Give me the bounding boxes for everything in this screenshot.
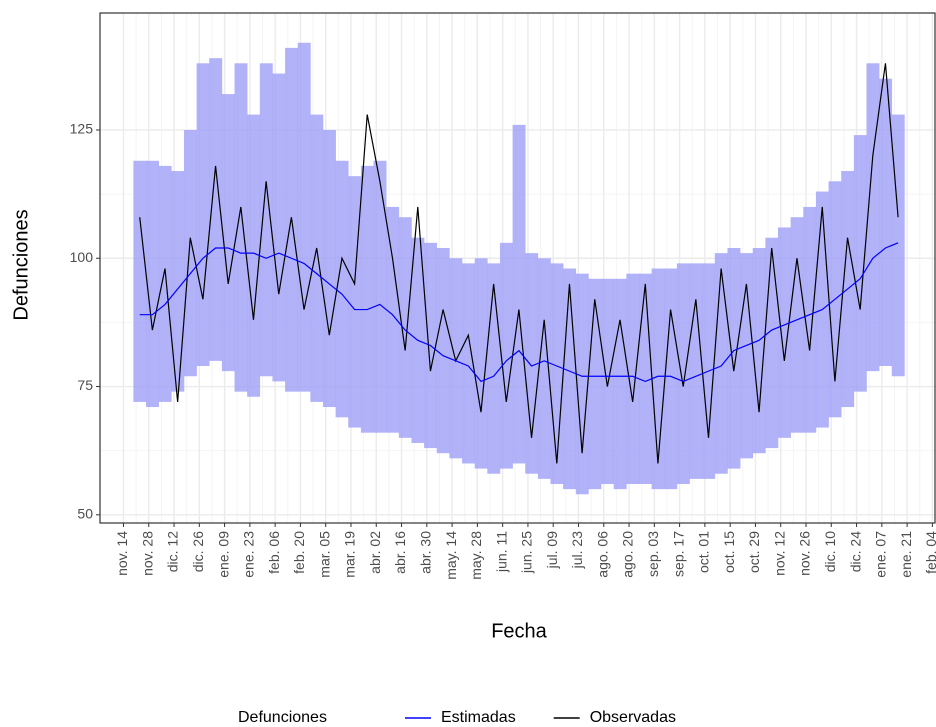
series-line bbox=[139, 63, 899, 464]
x-tick-label: mar. 05 bbox=[316, 531, 332, 578]
x-tick-label: ene. 09 bbox=[215, 531, 231, 578]
confidence-band bbox=[778, 227, 791, 438]
x-tick-label: feb. 20 bbox=[291, 531, 307, 574]
x-tick-label: ago. 20 bbox=[620, 531, 636, 578]
confidence-band bbox=[550, 263, 564, 485]
confidence-band bbox=[234, 63, 248, 392]
confidence-band bbox=[183, 129, 197, 377]
confidence-band bbox=[360, 165, 374, 433]
legend-title: Defunciones bbox=[238, 709, 327, 726]
confidence-band bbox=[537, 258, 551, 479]
confidence-band bbox=[879, 78, 893, 366]
confidence-band bbox=[436, 247, 450, 454]
x-tick-label: abr. 02 bbox=[367, 531, 383, 574]
confidence-band bbox=[259, 63, 273, 377]
confidence-band bbox=[133, 160, 147, 402]
x-tick-label: may. 28 bbox=[468, 531, 484, 580]
confidence-band bbox=[563, 268, 577, 490]
x-tick-label: abr. 16 bbox=[392, 531, 408, 574]
confidence-band bbox=[462, 263, 475, 464]
x-tick-label: oct. 01 bbox=[696, 531, 712, 573]
confidence-band bbox=[689, 263, 703, 479]
confidence-band bbox=[891, 114, 905, 377]
x-tick-label: dic. 10 bbox=[822, 531, 838, 572]
confidence-band bbox=[398, 217, 412, 438]
x-tick-label: nov. 14 bbox=[114, 531, 130, 576]
legend-label: Estimadas bbox=[441, 709, 516, 726]
x-tick-label: ene. 21 bbox=[898, 531, 914, 578]
confidence-band bbox=[449, 258, 463, 459]
x-tick-label: nov. 26 bbox=[797, 531, 813, 576]
x-tick-label: abr. 30 bbox=[418, 531, 434, 574]
confidence-band bbox=[803, 206, 817, 433]
x-tick-label: jul. 09 bbox=[544, 531, 560, 570]
confidence-band bbox=[525, 253, 539, 474]
x-tick-label: may. 14 bbox=[443, 531, 459, 580]
confidence-band bbox=[638, 273, 652, 485]
confidence-band bbox=[171, 171, 185, 392]
x-tick-label: oct. 29 bbox=[746, 531, 762, 573]
x-tick-label: jun. 11 bbox=[493, 531, 509, 573]
confidence-band bbox=[752, 247, 766, 454]
confidence-band bbox=[866, 63, 880, 372]
x-tick-label: ene. 07 bbox=[873, 531, 889, 578]
y-tick-label: 75 bbox=[77, 377, 93, 393]
x-tick-label: dic. 12 bbox=[165, 531, 181, 572]
confidence-band bbox=[575, 273, 589, 495]
x-tick-label: feb. 04 bbox=[923, 531, 936, 574]
x-tick-label: mar. 19 bbox=[342, 531, 358, 578]
y-tick-label: 125 bbox=[70, 121, 94, 137]
x-tick-label: feb. 06 bbox=[266, 531, 282, 574]
panel-border bbox=[99, 12, 936, 524]
confidence-band bbox=[664, 268, 678, 490]
confidence-band bbox=[499, 242, 513, 469]
x-tick-label: dic. 24 bbox=[847, 531, 863, 572]
confidence-band bbox=[512, 124, 526, 464]
legend-label: Observadas bbox=[590, 709, 676, 726]
confidence-band bbox=[335, 160, 349, 418]
confidence-band bbox=[676, 263, 690, 485]
x-tick-label: oct. 15 bbox=[721, 531, 737, 573]
confidence-band bbox=[209, 58, 223, 361]
confidence-band bbox=[727, 247, 741, 469]
confidence-band bbox=[221, 94, 235, 372]
confidence-band bbox=[272, 73, 286, 382]
confidence-band bbox=[765, 237, 779, 449]
x-tick-label: jul. 23 bbox=[569, 531, 585, 570]
confidence-band bbox=[790, 217, 804, 433]
confidence-band bbox=[714, 253, 728, 474]
confidence-band bbox=[588, 278, 602, 490]
confidence-band bbox=[601, 278, 614, 485]
confidence-band bbox=[386, 206, 400, 433]
x-tick-label: sep. 03 bbox=[645, 531, 661, 577]
x-tick-label: nov. 28 bbox=[139, 531, 155, 576]
confidence-band bbox=[613, 278, 627, 490]
x-tick-label: nov. 12 bbox=[771, 531, 787, 576]
x-tick-label: jun. 25 bbox=[519, 531, 535, 574]
confidence-band bbox=[651, 268, 665, 490]
confidence-band bbox=[196, 63, 210, 366]
confidence-band bbox=[158, 165, 172, 402]
confidence-band bbox=[373, 160, 387, 433]
x-tick-label: sep. 17 bbox=[670, 531, 686, 577]
y-axis-label: Defunciones bbox=[10, 209, 32, 320]
confidence-band bbox=[487, 263, 501, 474]
x-axis-label: Fecha bbox=[491, 620, 547, 642]
confidence-band bbox=[297, 42, 311, 392]
confidence-band bbox=[146, 160, 159, 408]
y-tick-label: 100 bbox=[70, 249, 94, 265]
confidence-band bbox=[474, 258, 488, 469]
x-tick-label: dic. 26 bbox=[190, 531, 206, 572]
x-tick-label: ago. 06 bbox=[594, 531, 610, 578]
confidence-band bbox=[247, 114, 261, 397]
y-tick-label: 50 bbox=[77, 505, 93, 521]
confidence-band bbox=[322, 129, 336, 408]
series-line bbox=[139, 242, 899, 383]
confidence-band bbox=[626, 273, 640, 485]
confidence-band bbox=[853, 135, 867, 392]
confidence-band bbox=[310, 114, 324, 402]
x-tick-label: ene. 23 bbox=[241, 531, 257, 578]
